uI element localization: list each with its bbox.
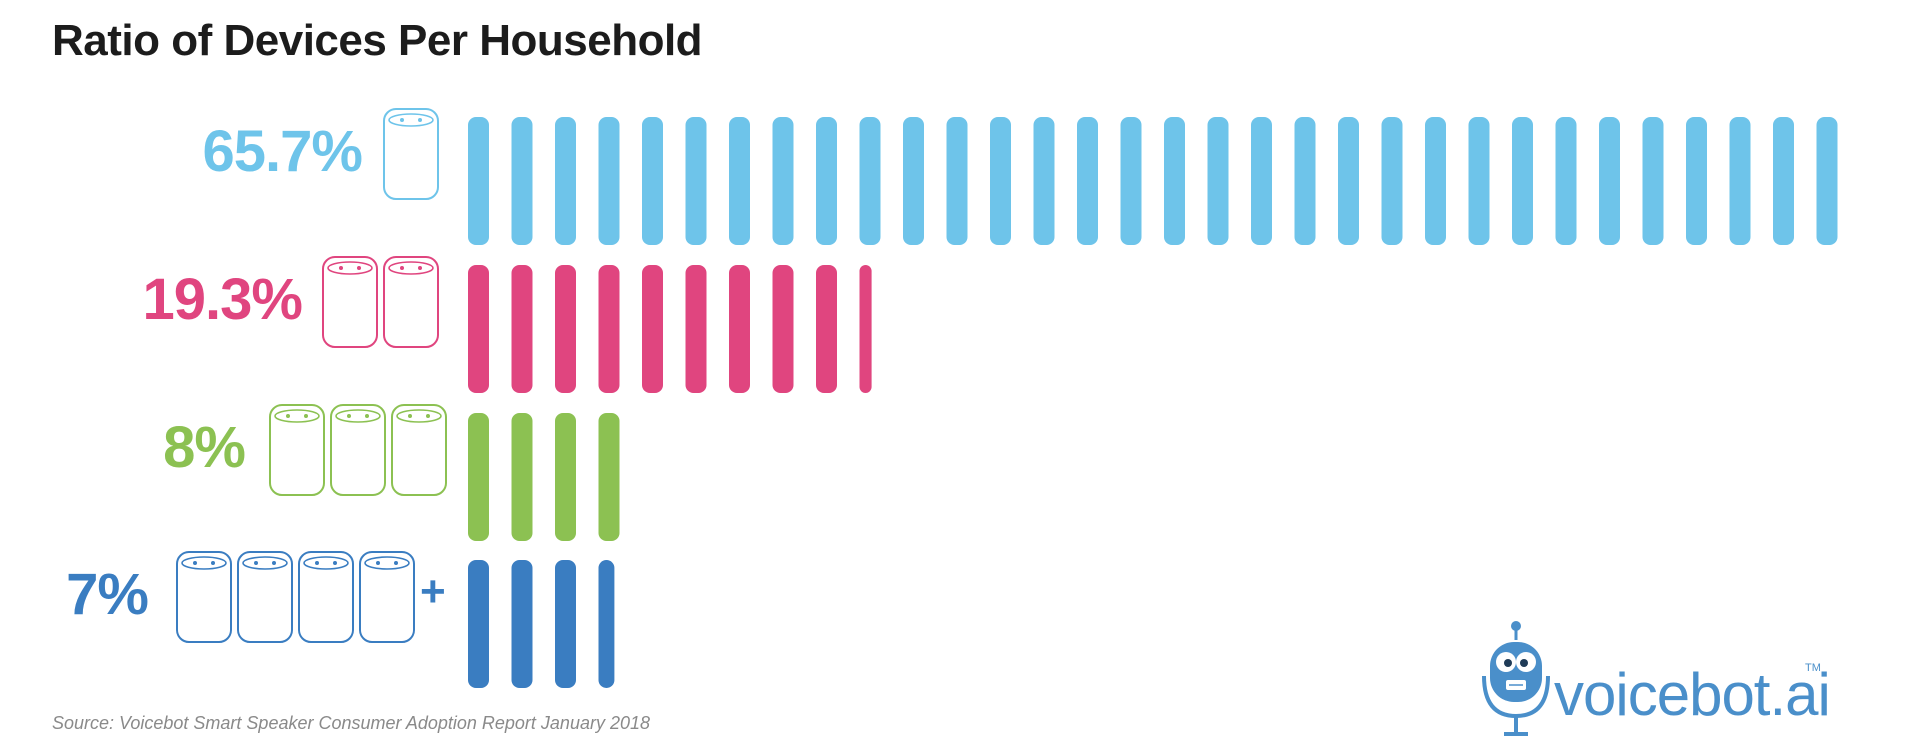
bar-1-stripe-14 <box>1033 117 1055 245</box>
bar-1-stripe-21 <box>1338 117 1359 245</box>
bar-1-stripe-19 <box>1251 117 1272 245</box>
bar-1-stripe-5 <box>642 117 663 245</box>
bar-1-stripe-11 <box>903 117 924 245</box>
bar-2-stripe-5 <box>642 265 663 393</box>
bar-3-stripe-4 <box>598 413 620 541</box>
bar-1-stripe-29 <box>1686 117 1707 245</box>
bar-row-3-devices: 8% <box>0 383 1920 513</box>
bar-2-stripe-6 <box>685 265 707 393</box>
speaker-icon-group <box>322 256 439 348</box>
bar-2-stripe-2 <box>511 265 533 393</box>
bar-2-stripe-10 <box>859 265 872 393</box>
bar-1-stripe-27 <box>1599 117 1620 245</box>
bar-1-stripe-28 <box>1642 117 1664 245</box>
bar-1-stripe-15 <box>1077 117 1098 245</box>
smart-speaker-icon <box>330 404 386 496</box>
speaker-icon-group <box>383 108 439 200</box>
speaker-icon-group <box>176 551 415 643</box>
bar-row-4-devices: 7% + <box>0 530 1920 660</box>
smart-speaker-icon <box>391 404 447 496</box>
bar-1-stripe-24 <box>1468 117 1490 245</box>
smart-speaker-icon <box>298 551 354 643</box>
bar-1-stripe-31 <box>1773 117 1794 245</box>
bar-3-stripe-1 <box>468 413 489 541</box>
bar-row-1-device: 65.7% <box>0 87 1920 217</box>
bar-1-stripe-20 <box>1294 117 1316 245</box>
smart-speaker-icon <box>176 551 232 643</box>
smart-speaker-icon <box>269 404 325 496</box>
chart-title: Ratio of Devices Per Household <box>52 16 703 65</box>
data-label-1-device: 65.7% <box>202 119 363 184</box>
smart-speaker-icon <box>383 256 439 348</box>
bar-2 <box>468 265 872 393</box>
logo-text: voicebot.ai <box>1554 661 1831 728</box>
bar-2-stripe-7 <box>729 265 750 393</box>
data-label-4-devices: 7% <box>66 562 149 627</box>
speaker-icon-group <box>269 404 447 496</box>
bar-2-stripe-9 <box>816 265 837 393</box>
smart-speaker-icon <box>237 551 293 643</box>
source-note: Source: Voicebot Smart Speaker Consumer … <box>52 713 650 733</box>
bar-1-stripe-2 <box>511 117 533 245</box>
bar-1-stripe-25 <box>1512 117 1533 245</box>
bar-3-stripe-3 <box>555 413 576 541</box>
logo-trademark: TM <box>1805 662 1821 674</box>
bar-2-stripe-3 <box>555 265 576 393</box>
bar-1-stripe-7 <box>729 117 750 245</box>
bar-1-stripe-10 <box>859 117 881 245</box>
bar-1-stripe-6 <box>685 117 707 245</box>
bar-1-stripe-13 <box>990 117 1011 245</box>
bar-1-stripe-4 <box>598 117 620 245</box>
bar-1-stripe-8 <box>772 117 794 245</box>
bar-1-stripe-16 <box>1120 117 1142 245</box>
bar-1-stripe-30 <box>1729 117 1751 245</box>
bar-3 <box>468 413 620 541</box>
bar-1-stripe-1 <box>468 117 489 245</box>
smart-speaker-icon <box>322 256 378 348</box>
bar-1-stripe-23 <box>1425 117 1446 245</box>
bar-4-stripe-3 <box>555 560 576 688</box>
voicebot-logo: voicebot.ai TM <box>1480 620 1831 740</box>
bar-2-stripe-8 <box>772 265 794 393</box>
bar-1-stripe-12 <box>946 117 968 245</box>
bar-1-stripe-9 <box>816 117 837 245</box>
bar-1-stripe-18 <box>1207 117 1229 245</box>
bar-1-stripe-3 <box>555 117 576 245</box>
bar-1-stripe-17 <box>1164 117 1185 245</box>
bar-1-stripe-26 <box>1555 117 1577 245</box>
bar-1-stripe-32 <box>1816 117 1838 245</box>
robot-microphone-icon <box>1482 621 1550 736</box>
bar-4-stripe-2 <box>511 560 533 688</box>
bar-4 <box>468 560 615 688</box>
smart-speaker-icon <box>383 108 439 200</box>
bar-2-stripe-4 <box>598 265 620 393</box>
data-label-2-devices: 19.3% <box>142 267 303 332</box>
bar-3-stripe-2 <box>511 413 533 541</box>
bar-4-stripe-4 <box>598 560 615 688</box>
data-label-3-devices: 8% <box>163 415 246 480</box>
bar-4-stripe-1 <box>468 560 489 688</box>
bar-1 <box>468 117 1838 245</box>
plus-sign: + <box>420 567 446 616</box>
bar-row-2-devices: 19.3% <box>0 235 1920 365</box>
bar-2-stripe-1 <box>468 265 489 393</box>
bar-1-stripe-22 <box>1381 117 1403 245</box>
smart-speaker-icon <box>359 551 415 643</box>
